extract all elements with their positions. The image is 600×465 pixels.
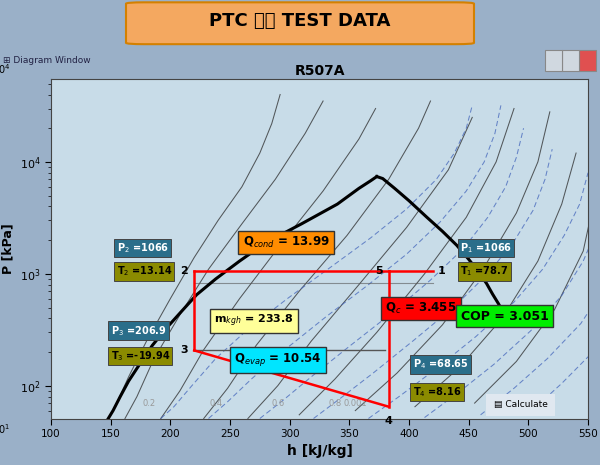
Text: 0.4: 0.4 xyxy=(209,399,222,408)
FancyBboxPatch shape xyxy=(482,393,559,417)
Text: Q$_{cond}$ = 13.99: Q$_{cond}$ = 13.99 xyxy=(242,235,329,250)
Text: T$_4$ =8.16: T$_4$ =8.16 xyxy=(413,385,461,399)
FancyBboxPatch shape xyxy=(562,50,579,71)
FancyBboxPatch shape xyxy=(126,2,474,44)
Text: T$_1$ =78.7: T$_1$ =78.7 xyxy=(460,265,509,279)
Text: 5$\times$10$^1$: 5$\times$10$^1$ xyxy=(0,422,11,436)
Text: 3: 3 xyxy=(181,345,188,355)
Text: 0.001: 0.001 xyxy=(343,399,367,408)
Text: P$_4$ =68.65: P$_4$ =68.65 xyxy=(413,358,468,372)
Text: PTC 자체 TEST DATA: PTC 자체 TEST DATA xyxy=(209,13,391,30)
Text: P$_1$ =1066: P$_1$ =1066 xyxy=(460,241,512,255)
Text: P$_3$ =206.9: P$_3$ =206.9 xyxy=(110,324,166,338)
Title: R507A: R507A xyxy=(294,64,345,78)
Text: m$_{kgh}$ = 233.8: m$_{kgh}$ = 233.8 xyxy=(214,312,294,329)
Text: ▤ Calculate: ▤ Calculate xyxy=(494,400,547,409)
Text: 1: 1 xyxy=(437,266,445,276)
X-axis label: h [kJ/kg]: h [kJ/kg] xyxy=(287,445,352,458)
Text: P$_2$ =1066: P$_2$ =1066 xyxy=(116,241,169,255)
Text: 0.2: 0.2 xyxy=(142,399,155,408)
Text: 0.8: 0.8 xyxy=(328,399,341,408)
Text: COP = 3.051: COP = 3.051 xyxy=(461,310,548,323)
Text: Q$_c$ = 3.455: Q$_c$ = 3.455 xyxy=(385,301,457,316)
Y-axis label: P [kPa]: P [kPa] xyxy=(1,223,14,274)
Text: T$_2$ =13.14: T$_2$ =13.14 xyxy=(116,265,172,279)
Text: 2: 2 xyxy=(181,266,188,276)
Text: Q$_{evap}$ = 10.54: Q$_{evap}$ = 10.54 xyxy=(234,352,322,368)
Text: 5$\times$10$^4$: 5$\times$10$^4$ xyxy=(0,62,11,76)
Text: 4: 4 xyxy=(385,416,392,426)
FancyBboxPatch shape xyxy=(545,50,562,71)
FancyBboxPatch shape xyxy=(579,50,596,71)
Text: 0.6: 0.6 xyxy=(271,399,284,408)
Text: 5: 5 xyxy=(375,266,383,276)
Text: T$_3$ =-19.94: T$_3$ =-19.94 xyxy=(110,349,170,363)
Text: ⊞ Diagram Window: ⊞ Diagram Window xyxy=(3,56,91,65)
